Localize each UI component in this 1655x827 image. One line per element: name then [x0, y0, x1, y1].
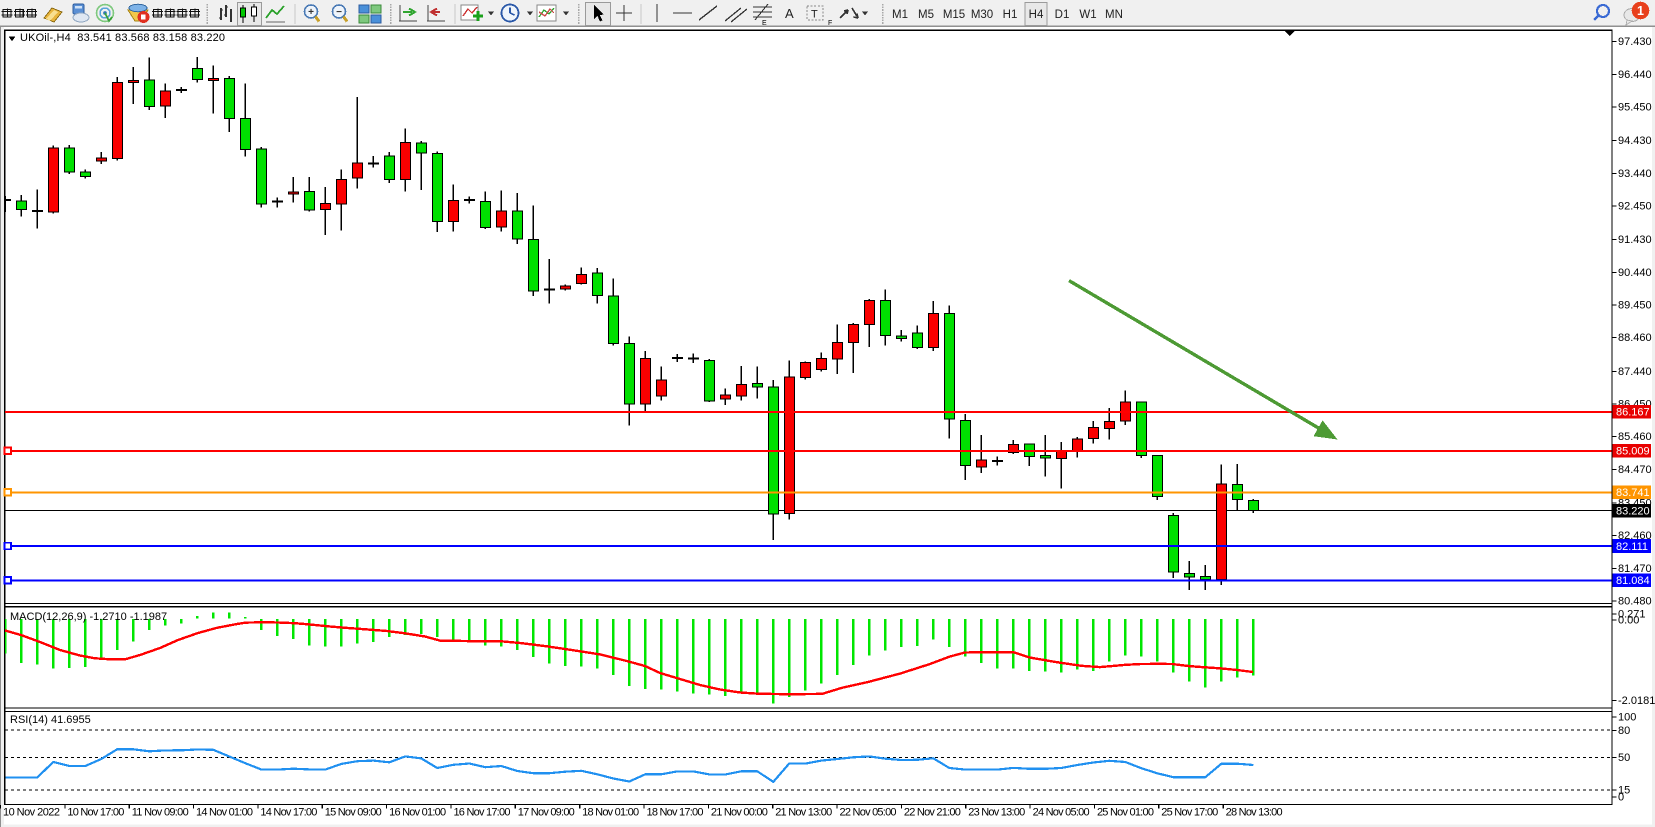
svg-text:84.470: 84.470	[1618, 464, 1652, 476]
svg-text:E: E	[762, 20, 767, 27]
svg-text:81.084: 81.084	[1616, 575, 1650, 587]
svg-text:16 Nov 01:00: 16 Nov 01:00	[389, 807, 446, 819]
svg-text:89.450: 89.450	[1618, 300, 1652, 312]
svg-text:MACD(12,26,9) -1.2710 -1.1987: MACD(12,26,9) -1.2710 -1.1987	[10, 611, 167, 623]
svg-text:80.480: 80.480	[1618, 596, 1652, 608]
svg-text:81.470: 81.470	[1618, 563, 1652, 575]
svg-text:50: 50	[1618, 752, 1630, 764]
svg-text:23 Nov 13:00: 23 Nov 13:00	[968, 807, 1025, 819]
svg-text:92.450: 92.450	[1618, 201, 1652, 213]
svg-text:0.00: 0.00	[1618, 614, 1639, 626]
svg-text:14 Nov 17:00: 14 Nov 17:00	[260, 807, 317, 819]
svg-text:87.440: 87.440	[1618, 366, 1652, 378]
svg-text:96.440: 96.440	[1618, 69, 1652, 81]
svg-text:M5: M5	[918, 9, 934, 21]
svg-text:W1: W1	[1079, 9, 1096, 21]
svg-text:86.167: 86.167	[1616, 407, 1650, 419]
svg-text:D1: D1	[1055, 9, 1070, 21]
svg-text:21 Nov 00:00: 21 Nov 00:00	[711, 807, 768, 819]
svg-text:100: 100	[1618, 711, 1636, 723]
svg-text:UKOil-,H4 83.541 83.568 83.15: UKOil-,H4 83.541 83.568 83.158 83.220	[20, 32, 225, 44]
svg-text:25 Nov 17:00: 25 Nov 17:00	[1161, 807, 1218, 819]
svg-text:−: −	[336, 7, 342, 18]
svg-text:85.460: 85.460	[1618, 431, 1652, 443]
svg-text:82.111: 82.111	[1616, 541, 1648, 553]
svg-text:-2.0181: -2.0181	[1618, 695, 1655, 707]
svg-text:14 Nov 01:00: 14 Nov 01:00	[196, 807, 253, 819]
svg-text:83.741: 83.741	[1616, 487, 1650, 499]
svg-text:83.220: 83.220	[1616, 505, 1650, 517]
svg-text:MN: MN	[1105, 9, 1123, 21]
svg-text:90.440: 90.440	[1618, 267, 1652, 279]
svg-text:0: 0	[1618, 792, 1624, 804]
svg-text:10 Nov 2022: 10 Nov 2022	[3, 807, 60, 819]
svg-text:94.430: 94.430	[1618, 135, 1652, 147]
svg-text:25 Nov 01:00: 25 Nov 01:00	[1097, 807, 1154, 819]
svg-text:F: F	[828, 20, 832, 27]
svg-text:+: +	[308, 7, 314, 18]
svg-text:0.271: 0.271	[1618, 608, 1646, 620]
svg-text:28 Nov 13:00: 28 Nov 13:00	[1226, 807, 1283, 819]
svg-text:17 Nov 09:00: 17 Nov 09:00	[518, 807, 575, 819]
svg-text:24 Nov 05:00: 24 Nov 05:00	[1033, 807, 1090, 819]
svg-text:97.430: 97.430	[1618, 36, 1652, 48]
svg-text:11 Nov 09:00: 11 Nov 09:00	[132, 807, 189, 819]
svg-text:10 Nov 17:00: 10 Nov 17:00	[67, 807, 124, 819]
svg-text:1: 1	[1637, 4, 1644, 18]
svg-text:88.460: 88.460	[1618, 332, 1652, 344]
svg-text:RSI(14) 41.6955: RSI(14) 41.6955	[10, 714, 91, 726]
svg-text:15 Nov 09:00: 15 Nov 09:00	[325, 807, 382, 819]
svg-text:M30: M30	[971, 9, 993, 21]
svg-text:18 Nov 17:00: 18 Nov 17:00	[647, 807, 704, 819]
svg-text:M1: M1	[892, 9, 908, 21]
svg-text:80: 80	[1618, 725, 1630, 737]
svg-text:16 Nov 17:00: 16 Nov 17:00	[453, 807, 510, 819]
svg-text:T: T	[811, 9, 818, 21]
svg-text:93.440: 93.440	[1618, 168, 1652, 180]
svg-text:22 Nov 21:00: 22 Nov 21:00	[904, 807, 961, 819]
svg-text:95.450: 95.450	[1618, 102, 1652, 114]
svg-text:15: 15	[1618, 785, 1630, 797]
svg-text:H1: H1	[1003, 9, 1018, 21]
svg-text:H4: H4	[1029, 9, 1044, 21]
svg-text:22 Nov 05:00: 22 Nov 05:00	[840, 807, 897, 819]
svg-text:A: A	[785, 6, 794, 21]
svg-text:M15: M15	[943, 9, 965, 21]
svg-text:85.009: 85.009	[1616, 446, 1650, 458]
svg-text:21 Nov 13:00: 21 Nov 13:00	[775, 807, 832, 819]
svg-text:18 Nov 01:00: 18 Nov 01:00	[582, 807, 639, 819]
svg-text:91.430: 91.430	[1618, 234, 1652, 246]
